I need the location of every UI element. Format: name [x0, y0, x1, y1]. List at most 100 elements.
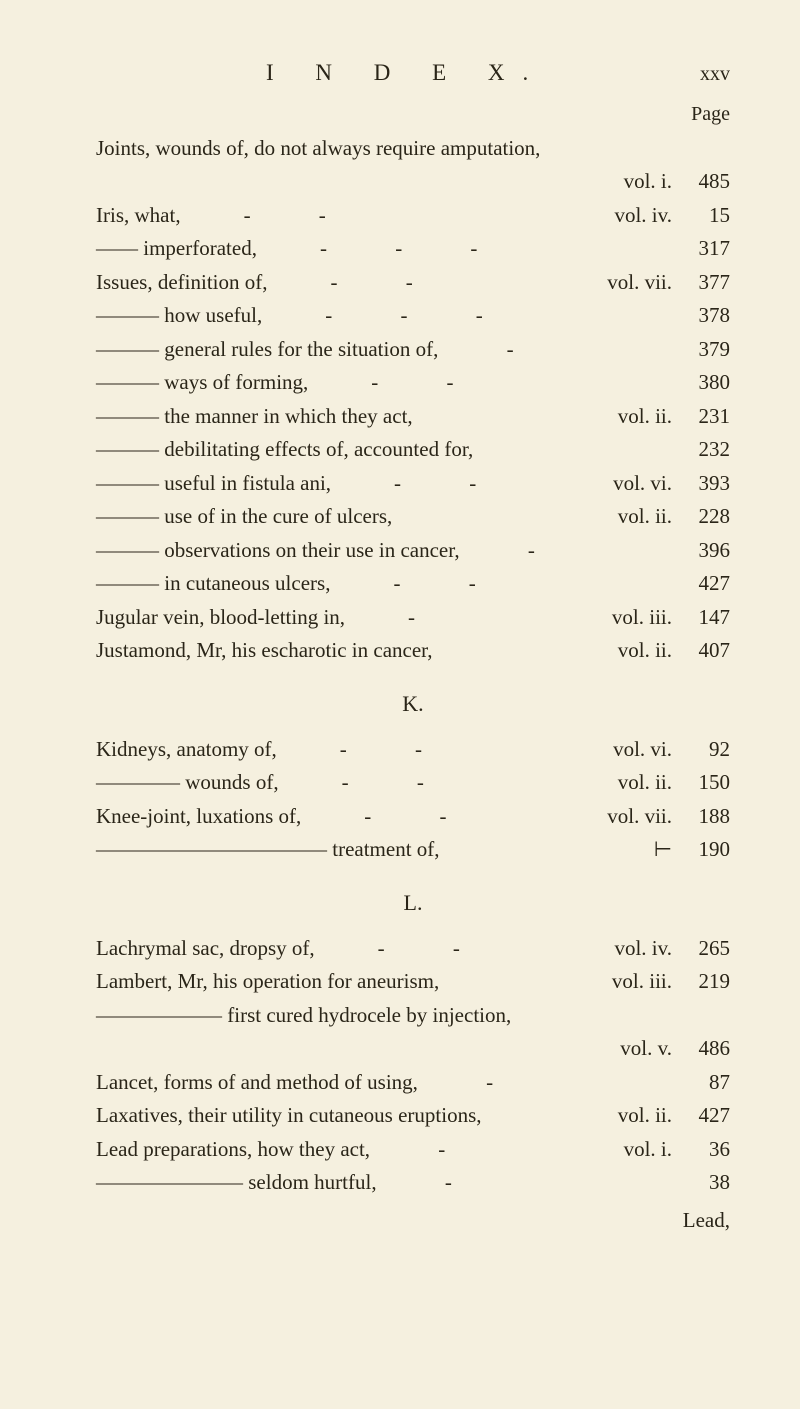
entry-vol: ⊢	[648, 834, 680, 866]
entry-label: ——————— seldom hurtful, -	[96, 1167, 666, 1199]
entry-vol: vol. i.	[618, 166, 680, 198]
entry-page: 232	[680, 434, 730, 466]
entry-page: 427	[680, 568, 730, 600]
entry-page: 147	[680, 602, 730, 634]
entry-page: 379	[680, 334, 730, 366]
index-entry: ——— observations on their use in cancer,…	[96, 535, 730, 567]
entry-page: 188	[680, 801, 730, 833]
entry-page: 380	[680, 367, 730, 399]
entry-page: 407	[680, 635, 730, 667]
section-l: Lachrymal sac, dropsy of, - - vol. iv. 2…	[96, 933, 730, 1199]
entry-label: Iris, what, - -	[96, 200, 608, 232]
entry-page: 150	[680, 767, 730, 799]
index-entry: ———— wounds of, - - vol. ii. 150	[96, 767, 730, 799]
header-title: I N D E X.	[96, 56, 546, 91]
entry-label: ——— use of in the cure of ulcers,	[96, 501, 612, 533]
entry-page: 396	[680, 535, 730, 567]
entry-label: —————— first cured hydrocele by injectio…	[96, 1000, 666, 1032]
entry-page: 378	[680, 300, 730, 332]
index-entry: —————— first cured hydrocele by injectio…	[96, 1000, 730, 1032]
section-j: Joints, wounds of, do not always require…	[96, 133, 730, 667]
entry-vol: vol. ii.	[612, 501, 680, 533]
index-entry: Kidneys, anatomy of, - - vol. vi. 92	[96, 734, 730, 766]
entry-vol: vol. ii.	[612, 401, 680, 433]
entry-label: ——— debilitating effects of, accounted f…	[96, 434, 666, 466]
entry-page: 92	[680, 734, 730, 766]
index-entry: ——————————— treatment of, ⊢ 190	[96, 834, 730, 866]
entry-vol: vol. vii.	[601, 801, 680, 833]
index-entry: vol. i. 485	[96, 166, 730, 198]
entry-page: 231	[680, 401, 730, 433]
entry-label: Joints, wounds of, do not always require…	[96, 133, 666, 165]
page-number-roman: xxv	[700, 59, 730, 89]
index-entry: Lancet, forms of and method of using, - …	[96, 1067, 730, 1099]
entry-page: 393	[680, 468, 730, 500]
index-entry: ——— ways of forming, - - 380	[96, 367, 730, 399]
entry-vol: vol. ii.	[612, 1100, 680, 1132]
entry-page: 486	[680, 1033, 730, 1065]
entry-label: ——— in cutaneous ulcers, - -	[96, 568, 666, 600]
entry-label: ——— how useful, - - -	[96, 300, 666, 332]
index-entry: ——— the manner in which they act, vol. i…	[96, 401, 730, 433]
entry-label: —— imperforated, - - -	[96, 233, 666, 265]
entry-label: ——— useful in fistula ani, - -	[96, 468, 607, 500]
entry-page: 15	[680, 200, 730, 232]
index-entry: Lambert, Mr, his operation for aneurism,…	[96, 966, 730, 998]
section-letter-k: K.	[96, 687, 730, 720]
index-entry: ——— useful in fistula ani, - - vol. vi. …	[96, 468, 730, 500]
index-entry: Justamond, Mr, his escharotic in cancer,…	[96, 635, 730, 667]
index-entry: Lachrymal sac, dropsy of, - - vol. iv. 2…	[96, 933, 730, 965]
entry-vol: vol. ii.	[612, 767, 680, 799]
entry-label: Jugular vein, blood-letting in, -	[96, 602, 606, 634]
section-k: Kidneys, anatomy of, - - vol. vi. 92 ———…	[96, 734, 730, 866]
index-header: I N D E X. xxv	[96, 56, 730, 91]
entry-label: Lachrymal sac, dropsy of, - -	[96, 933, 608, 965]
entry-page: 219	[680, 966, 730, 998]
index-entry: Lead preparations, how they act, - vol. …	[96, 1134, 730, 1166]
index-entry: Iris, what, - - vol. iv. 15	[96, 200, 730, 232]
entry-label: Issues, definition of, - -	[96, 267, 601, 299]
entry-page: 87	[680, 1067, 730, 1099]
entry-page: 36	[680, 1134, 730, 1166]
entry-label: ——— observations on their use in cancer,…	[96, 535, 666, 567]
entry-label: ——————————— treatment of,	[96, 834, 648, 866]
entry-page: 190	[680, 834, 730, 866]
entry-label: Laxatives, their utility in cutaneous er…	[96, 1100, 612, 1132]
entry-label: Lead preparations, how they act, -	[96, 1134, 618, 1166]
entry-vol: vol. vi.	[607, 468, 680, 500]
index-entry: ——— debilitating effects of, accounted f…	[96, 434, 730, 466]
entry-page: 317	[680, 233, 730, 265]
entry-vol: vol. i.	[618, 1134, 680, 1166]
index-entry: ——————— seldom hurtful, - 38	[96, 1167, 730, 1199]
entry-label: ——— ways of forming, - -	[96, 367, 666, 399]
index-entry: ——— general rules for the situation of, …	[96, 334, 730, 366]
entry-vol: vol. v.	[614, 1033, 680, 1065]
entry-page: 38	[680, 1167, 730, 1199]
index-entry: ——— use of in the cure of ulcers, vol. i…	[96, 501, 730, 533]
index-entry: Jugular vein, blood-letting in, - vol. i…	[96, 602, 730, 634]
entry-page: 377	[680, 267, 730, 299]
index-entry: Joints, wounds of, do not always require…	[96, 133, 730, 165]
entry-vol: vol. iii.	[606, 602, 680, 634]
index-entry: Knee-joint, luxations of, - - vol. vii. …	[96, 801, 730, 833]
entry-label: Kidneys, anatomy of, - -	[96, 734, 607, 766]
entry-label: ——— the manner in which they act,	[96, 401, 612, 433]
index-entry: Issues, definition of, - - vol. vii. 377	[96, 267, 730, 299]
section-letter-l: L.	[96, 886, 730, 919]
entry-vol: vol. iv.	[608, 933, 680, 965]
index-entry: ——— how useful, - - - 378	[96, 300, 730, 332]
page-label: Page	[96, 99, 730, 129]
entry-page: 228	[680, 501, 730, 533]
entry-label: Lambert, Mr, his operation for aneurism,	[96, 966, 606, 998]
entry-label: Lancet, forms of and method of using, -	[96, 1067, 666, 1099]
entry-vol: vol. iv.	[608, 200, 680, 232]
entry-page: 265	[680, 933, 730, 965]
entry-label: Knee-joint, luxations of, - -	[96, 801, 601, 833]
index-entry: ——— in cutaneous ulcers, - - 427	[96, 568, 730, 600]
entry-vol: vol. vi.	[607, 734, 680, 766]
entry-vol: vol. vii.	[601, 267, 680, 299]
index-entry: —— imperforated, - - - 317	[96, 233, 730, 265]
catchword: Lead,	[96, 1205, 730, 1237]
index-entry: Laxatives, their utility in cutaneous er…	[96, 1100, 730, 1132]
entry-label: ———— wounds of, - -	[96, 767, 612, 799]
